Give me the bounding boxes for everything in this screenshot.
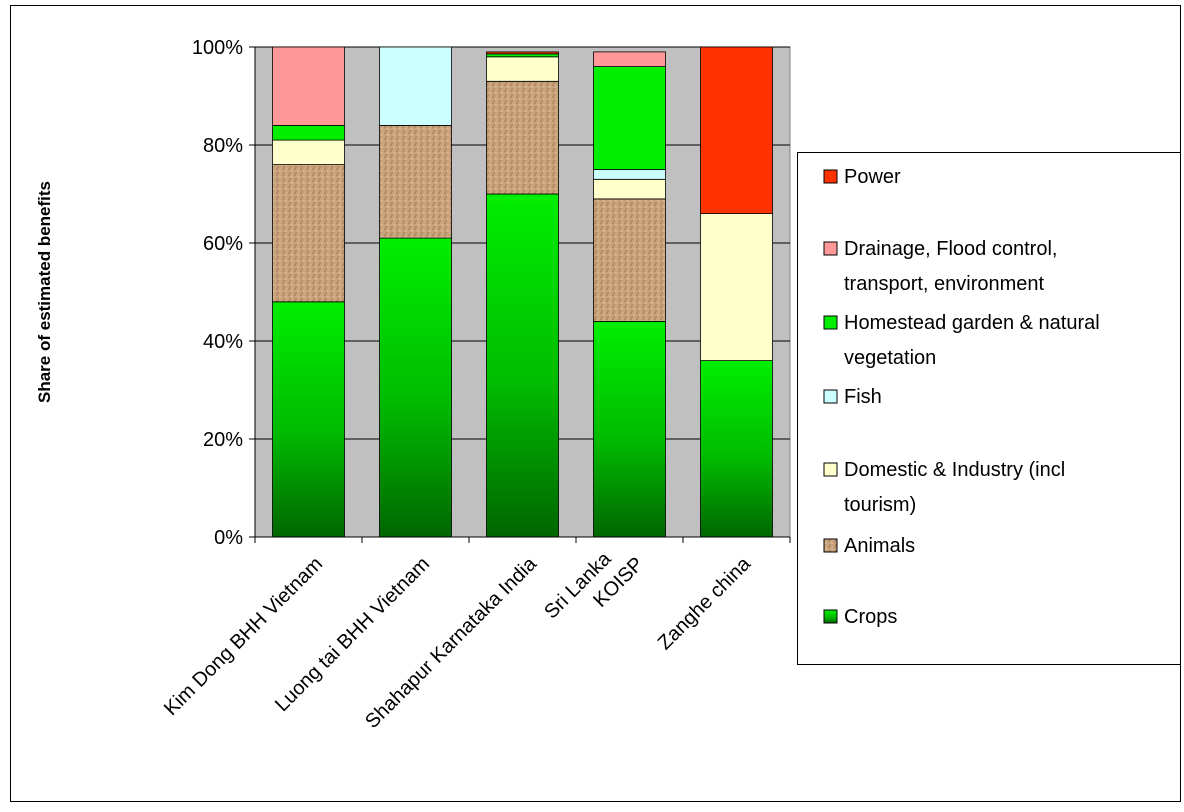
- y-tick-label: 0%: [214, 527, 243, 549]
- y-axis-title: Share of estimated benefits: [35, 181, 54, 403]
- y-tick-label: 80%: [203, 135, 243, 157]
- bar-segment: [379, 237, 452, 538]
- bar-segment: [593, 178, 666, 200]
- legend-swatch: [823, 389, 838, 404]
- legend-swatch: [823, 241, 838, 256]
- y-tick-label: 100%: [192, 37, 243, 59]
- legend-label: Drainage, Flood control,: [844, 238, 1057, 260]
- bar-segment: [272, 301, 345, 538]
- bar-segment: [700, 46, 773, 215]
- legend-label: Crops: [844, 606, 897, 628]
- legend-swatch: [823, 538, 838, 553]
- bar-segment: [486, 51, 559, 55]
- bar-segment: [593, 66, 666, 170]
- legend-swatch: [823, 462, 838, 477]
- bar-segment: [700, 360, 773, 538]
- bar-segment: [700, 213, 773, 362]
- bar-segment: [486, 53, 559, 58]
- bar-segment: [272, 46, 345, 126]
- legend-label: Power: [844, 166, 901, 188]
- bar-segment: [272, 164, 345, 303]
- bar-segment: [593, 320, 666, 538]
- legend-swatch: [823, 169, 838, 184]
- y-tick-label: 20%: [203, 429, 243, 451]
- y-tick-label: 60%: [203, 233, 243, 255]
- bar-segment: [272, 125, 345, 141]
- bar-segment: [593, 51, 666, 68]
- legend-label: Domestic & Industry (incl: [844, 459, 1065, 481]
- bar-segment: [593, 169, 666, 180]
- legend-label: tourism): [844, 494, 916, 516]
- legend-swatch: [823, 315, 838, 330]
- legend-box: [797, 152, 1181, 665]
- bar-segment: [593, 198, 666, 322]
- bar-segment: [272, 139, 345, 166]
- bar-segment: [486, 193, 559, 538]
- legend-label: Homestead garden & natural: [844, 312, 1100, 334]
- bar-segment: [486, 80, 559, 195]
- bar-segment: [379, 125, 452, 239]
- legend-label: transport, environment: [844, 273, 1045, 295]
- y-tick-label: 40%: [203, 331, 243, 353]
- legend-label: vegetation: [844, 347, 936, 369]
- bar-segment: [379, 46, 452, 126]
- bar-segment: [486, 56, 559, 82]
- legend-label: Animals: [844, 535, 915, 557]
- legend-swatch: [823, 609, 838, 624]
- legend-label: Fish: [844, 386, 882, 408]
